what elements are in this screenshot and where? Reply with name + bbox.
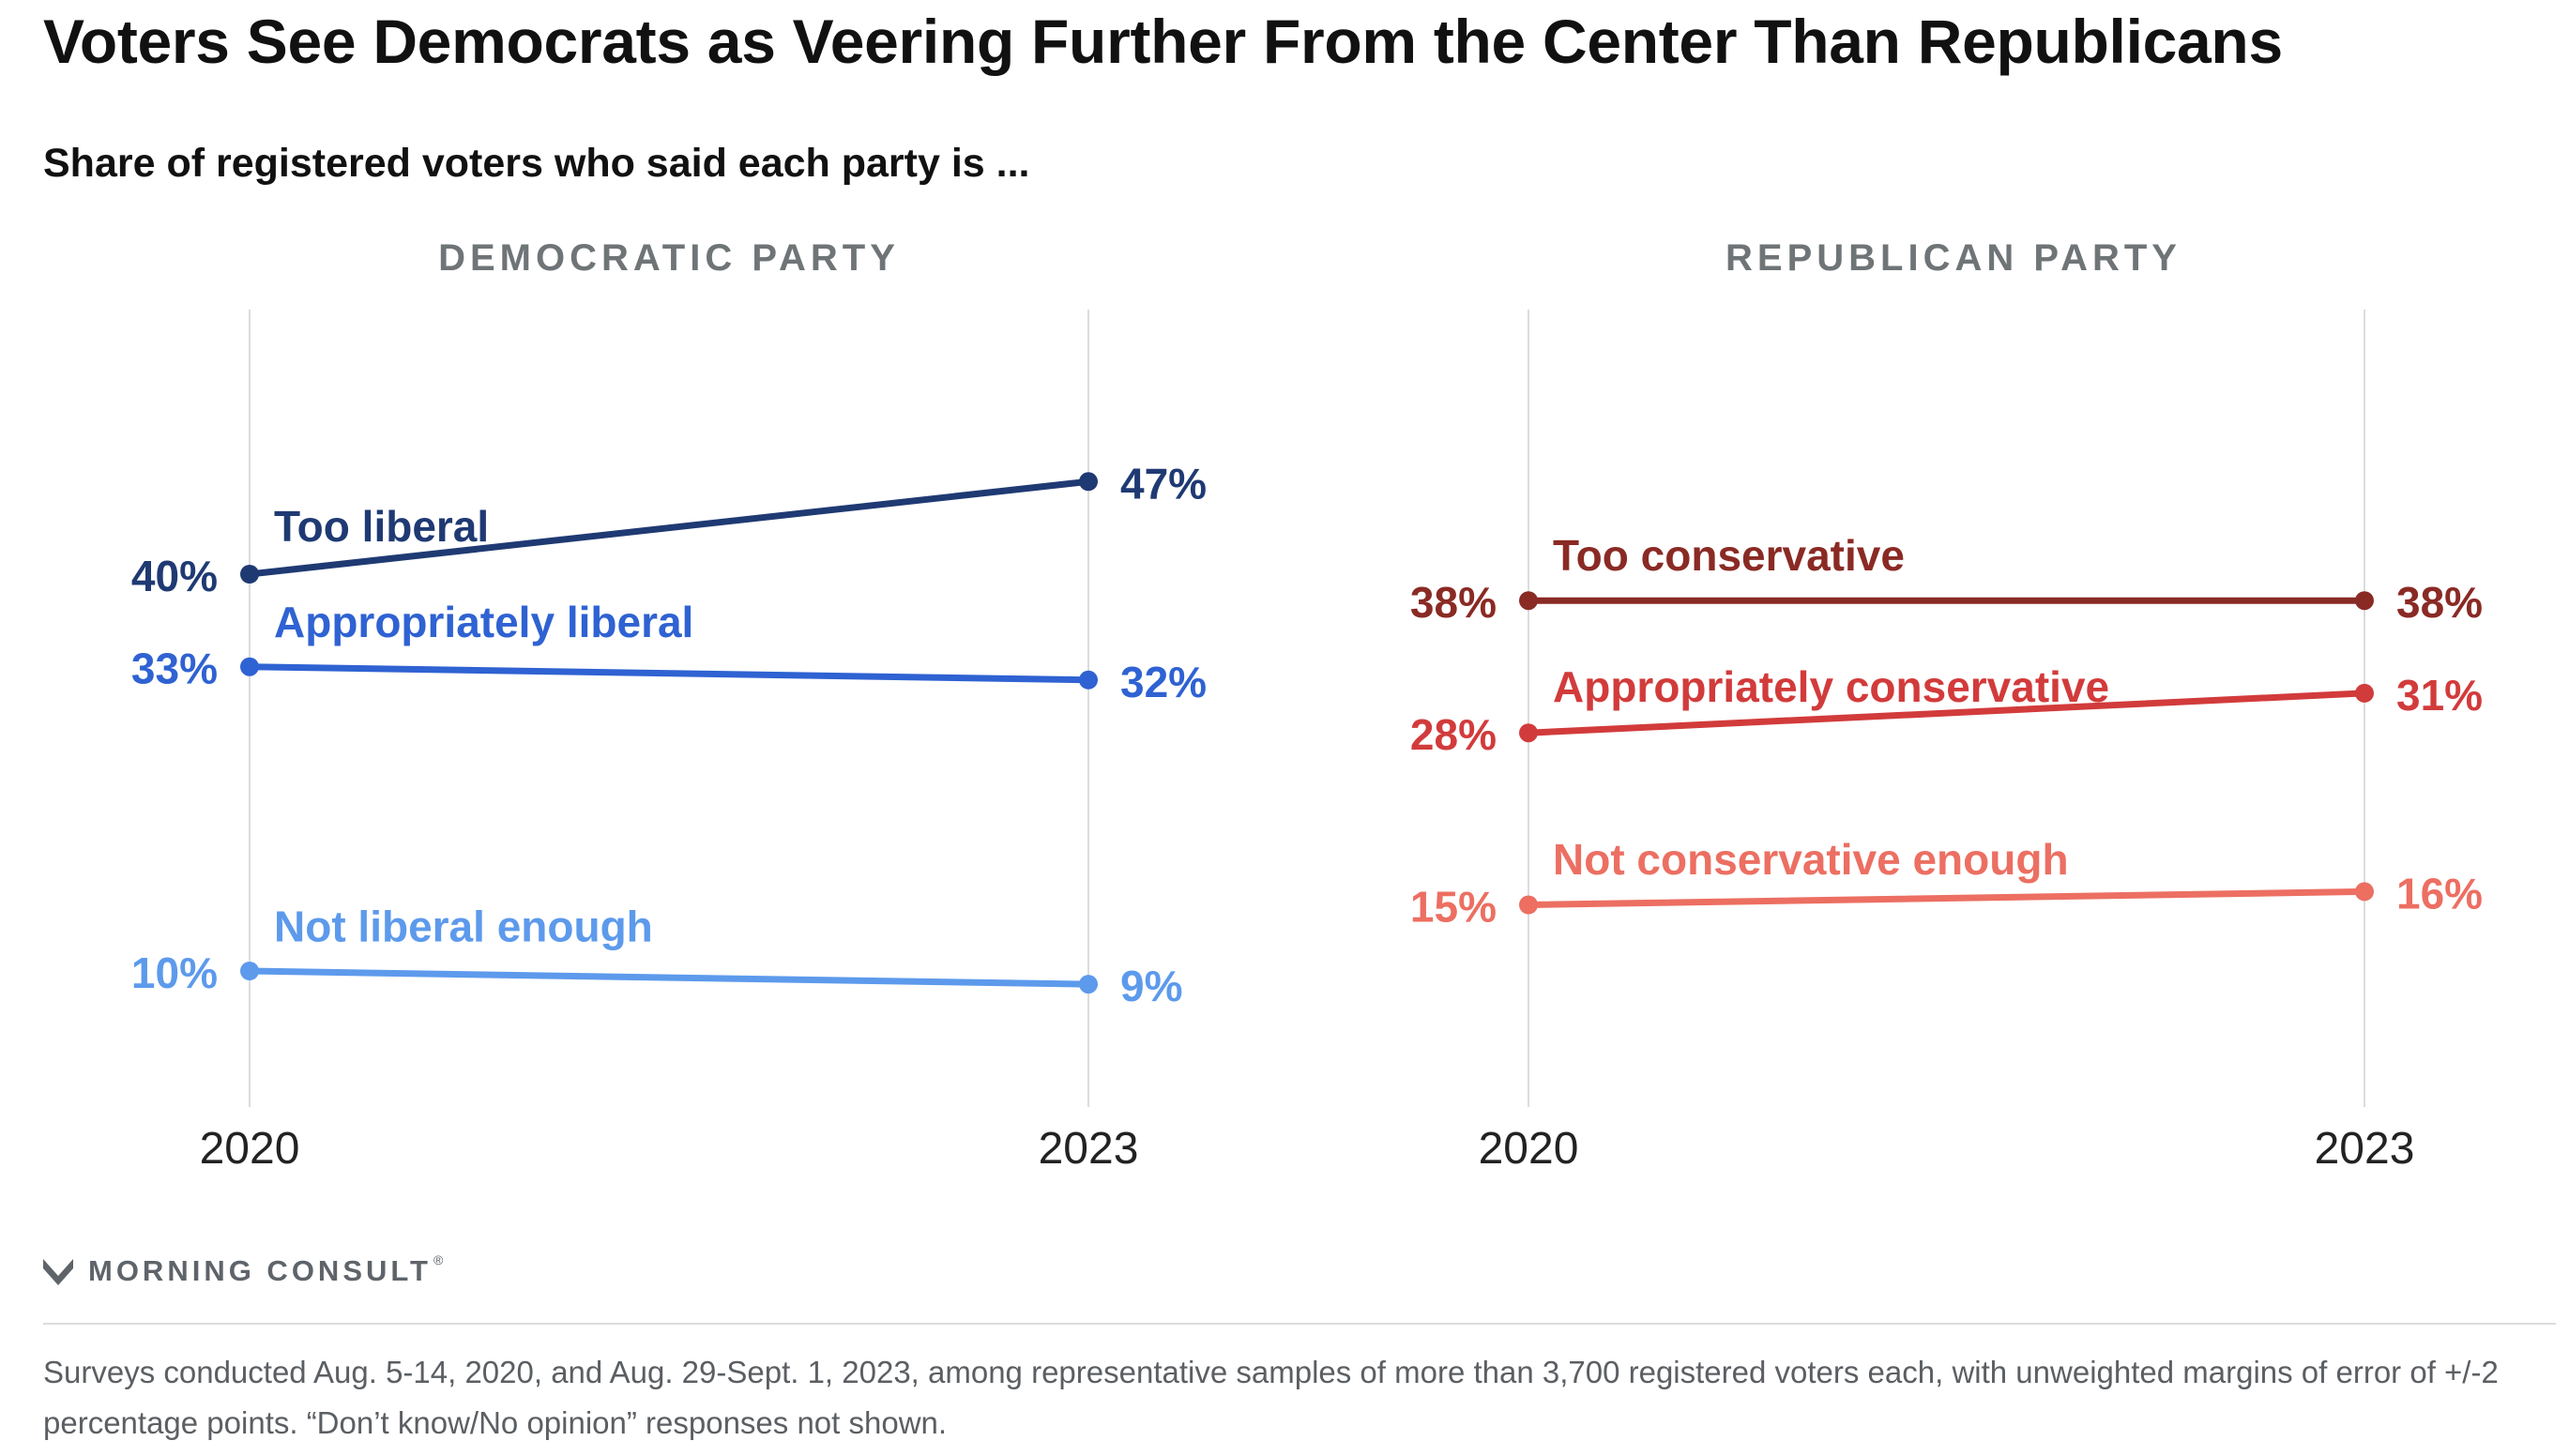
republican-value-label-too-conservative-2020: 38% <box>1410 578 1497 627</box>
republican-value-label-not-conservative-enough-2023: 16% <box>2396 869 2483 918</box>
democratic-x-tick-2020: 2020 <box>200 1124 300 1174</box>
republican-series-name-not-conservative-enough: Not conservative enough <box>1553 835 2069 884</box>
democratic-point-appropriately-liberal-2023 <box>1079 670 1098 690</box>
brand-registered-mark: ® <box>433 1252 444 1267</box>
republican-x-tick-2023: 2023 <box>2315 1124 2415 1174</box>
morning-consult-m-logo-icon <box>43 1259 73 1285</box>
republican-x-tick-2020: 2020 <box>1479 1124 1579 1174</box>
republican-value-label-appropriately-conservative-2023: 31% <box>2396 671 2483 720</box>
republican-point-appropriately-conservative-2023 <box>2355 683 2374 703</box>
republican-value-label-too-conservative-2023: 38% <box>2396 578 2483 627</box>
democratic-x-tick-2023: 2023 <box>1039 1124 1139 1174</box>
republican-series-line-not-conservative-enough <box>1525 887 2368 908</box>
democratic-point-too-liberal-2020 <box>240 565 259 584</box>
brand-logo: MORNING CONSULT ® <box>41 1251 443 1292</box>
democratic-value-label-appropriately-liberal-2023: 32% <box>1120 658 1207 706</box>
democratic-series-name-not-liberal-enough: Not liberal enough <box>274 902 653 950</box>
democratic-value-label-too-liberal-2023: 47% <box>1120 459 1207 508</box>
republican-point-too-conservative-2020 <box>1519 591 1538 611</box>
democratic-panel-title: DEMOCRATIC PARTY <box>438 237 900 279</box>
republican-point-not-conservative-enough-2020 <box>1519 895 1538 915</box>
republican-value-label-not-conservative-enough-2020: 15% <box>1410 883 1497 932</box>
republican-point-not-conservative-enough-2023 <box>2355 882 2374 902</box>
democratic-point-too-liberal-2023 <box>1079 472 1098 492</box>
democratic-series-name-appropriately-liberal: Appropriately liberal <box>274 598 693 646</box>
republican-point-too-conservative-2023 <box>2355 591 2374 611</box>
chart-subtitle: Share of registered voters who said each… <box>43 141 1030 186</box>
democratic-series-line-appropriately-liberal <box>246 663 1092 684</box>
democratic-value-label-not-liberal-enough-2020: 10% <box>131 948 218 997</box>
republican-value-label-appropriately-conservative-2020: 28% <box>1410 710 1497 759</box>
republican-panel-title: REPUBLICAN PARTY <box>1725 237 2181 279</box>
democratic-point-appropriately-liberal-2020 <box>240 657 259 676</box>
brand-name: MORNING CONSULT <box>88 1254 432 1287</box>
republican-series-name-too-conservative: Too conservative <box>1553 531 1905 580</box>
footer-divider <box>43 1323 2556 1325</box>
chart-title: Voters See Democrats as Veering Further … <box>43 7 2283 76</box>
republican-series-name-appropriately-conservative: Appropriately conservative <box>1553 662 2109 711</box>
republican-series-line-appropriately-conservative <box>1525 690 2368 736</box>
democratic-value-label-appropriately-liberal-2020: 33% <box>131 645 218 693</box>
democratic-series-line-too-liberal <box>246 478 1092 578</box>
democratic-series-line-not-liberal-enough <box>246 967 1092 988</box>
democratic-point-not-liberal-enough-2020 <box>240 962 259 980</box>
democratic-value-label-not-liberal-enough-2023: 9% <box>1120 962 1182 1010</box>
democratic-point-not-liberal-enough-2023 <box>1079 975 1098 994</box>
democratic-series-name-too-liberal: Too liberal <box>274 502 489 551</box>
republican-point-appropriately-conservative-2020 <box>1519 723 1538 743</box>
charts-area: DEMOCRATIC PARTY 2020 2023 40% 47% Too libera… <box>131 237 2483 1174</box>
democratic-value-label-too-liberal-2020: 40% <box>131 552 218 600</box>
source-note: Surveys conducted Aug. 5-14, 2020, and A… <box>43 1355 2499 1440</box>
